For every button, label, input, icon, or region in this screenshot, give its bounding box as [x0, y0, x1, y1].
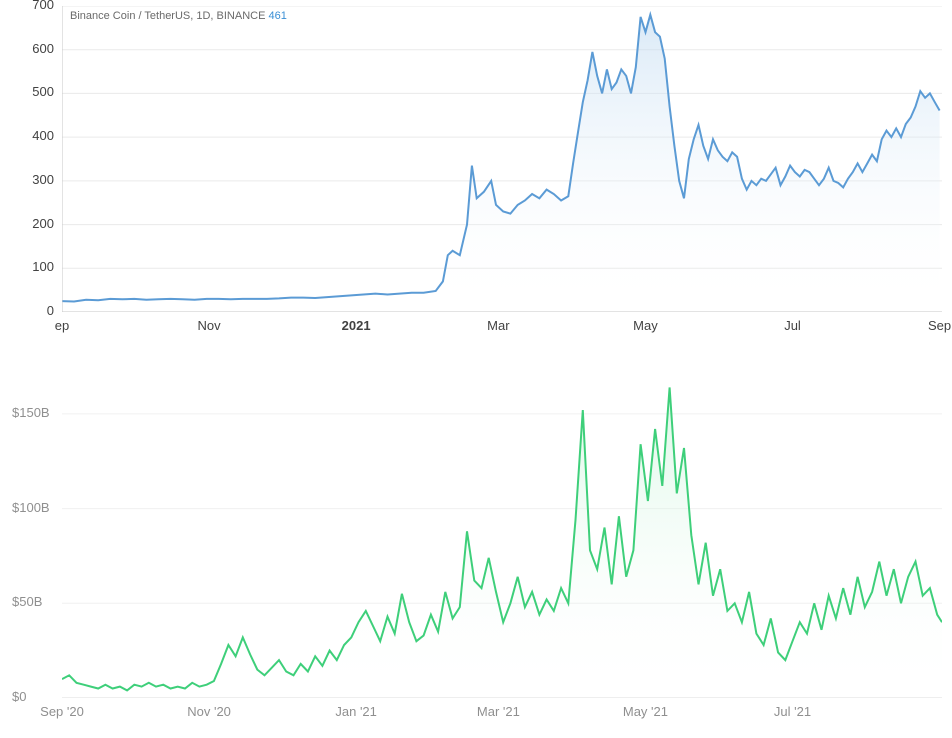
x-axis-tick: May '21	[623, 704, 668, 719]
y-axis-tick: $0	[12, 689, 58, 704]
y-axis-tick: 600	[8, 41, 54, 56]
x-axis-tick: Sep	[928, 318, 951, 333]
x-axis-tick: Jul '21	[774, 704, 811, 719]
x-axis-tick: May	[633, 318, 658, 333]
price-chart[interactable]	[62, 6, 942, 342]
x-axis-tick: Mar '21	[477, 704, 520, 719]
y-axis-tick: 700	[8, 0, 54, 12]
x-axis-tick: Sep '20	[40, 704, 84, 719]
y-axis-tick: 0	[8, 303, 54, 318]
legend-text: Binance Coin / TetherUS, 1D, BINANCE	[70, 10, 265, 22]
y-axis-tick: 300	[8, 172, 54, 187]
x-axis-tick: Mar	[487, 318, 509, 333]
x-axis-tick: 2021	[342, 318, 371, 333]
x-axis-tick: Nov	[198, 318, 221, 333]
y-axis-tick: $50B	[12, 594, 58, 609]
x-axis-tick: Jul	[784, 318, 801, 333]
chart-legend: Binance Coin / TetherUS, 1D, BINANCE 461	[70, 10, 287, 22]
volume-chart[interactable]	[62, 376, 942, 728]
legend-value: 461	[269, 10, 287, 22]
y-axis-tick: 400	[8, 128, 54, 143]
x-axis-tick: Nov '20	[187, 704, 231, 719]
y-axis-tick: 500	[8, 84, 54, 99]
y-axis-tick: 100	[8, 259, 54, 274]
y-axis-tick: 200	[8, 216, 54, 231]
x-axis-tick: ep	[55, 318, 69, 333]
y-axis-tick: $100B	[12, 500, 58, 515]
x-axis-tick: Jan '21	[335, 704, 377, 719]
y-axis-tick: $150B	[12, 405, 58, 420]
charts-container: Binance Coin / TetherUS, 1D, BINANCE 461…	[0, 0, 952, 738]
